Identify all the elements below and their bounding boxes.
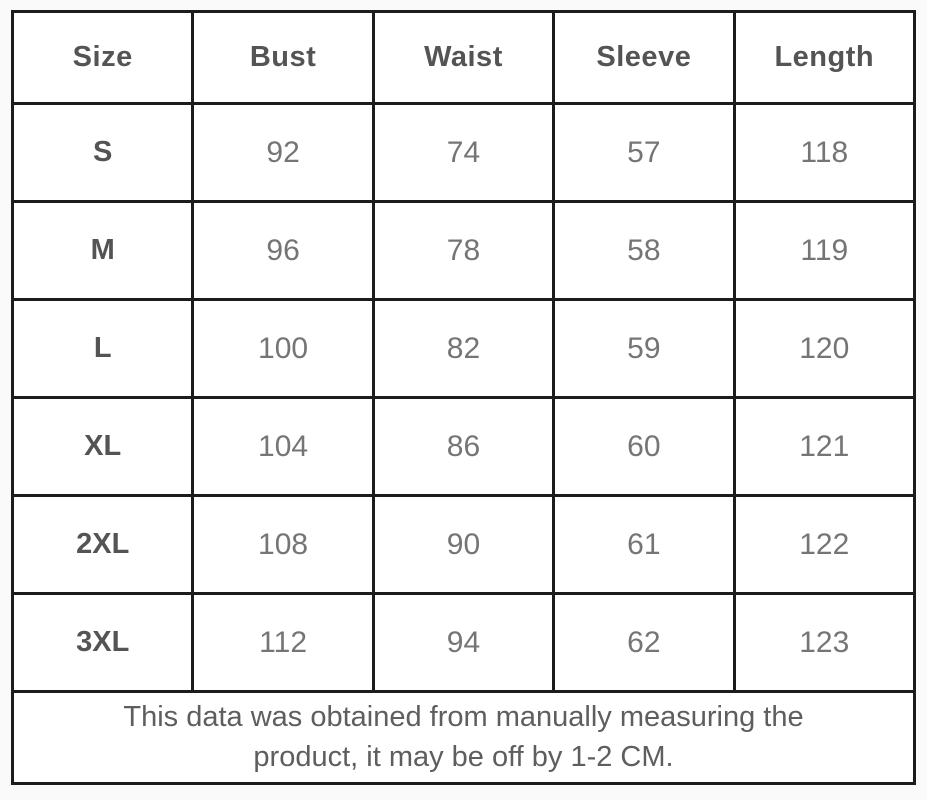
size-label-s: S <box>10 102 195 203</box>
sleeve-value-m: 58 <box>552 200 736 301</box>
bust-value-s: 92 <box>191 102 375 203</box>
table-row-2xl: 2XL 108 90 61 122 <box>10 494 917 595</box>
sleeve-value-s: 57 <box>552 102 736 203</box>
table-row-l: L 100 82 59 120 <box>10 298 917 399</box>
waist-value-m: 78 <box>371 200 556 301</box>
table-row-xl: XL 104 86 60 121 <box>10 396 917 497</box>
footer-row: This data was obtained from manually mea… <box>11 690 916 785</box>
sleeve-value-3xl: 62 <box>552 592 736 693</box>
header-row: Size Bust Waist Sleeve Length <box>10 10 917 105</box>
size-label-xl: XL <box>10 396 195 497</box>
length-value-m: 119 <box>732 200 917 301</box>
size-label-l: L <box>10 298 195 399</box>
footer-note: This data was obtained from manually mea… <box>11 690 916 785</box>
column-header-size: Size <box>10 10 195 105</box>
bust-value-2xl: 108 <box>191 494 375 595</box>
waist-value-3xl: 94 <box>371 592 556 693</box>
waist-value-xl: 86 <box>371 396 556 497</box>
size-chart-footer: This data was obtained from manually mea… <box>11 690 916 785</box>
length-value-s: 118 <box>732 102 917 203</box>
bust-value-m: 96 <box>191 200 375 301</box>
size-chart-header: Size Bust Waist Sleeve Length <box>10 10 917 105</box>
bust-value-3xl: 112 <box>191 592 375 693</box>
bust-value-xl: 104 <box>191 396 375 497</box>
table-row-s: S 92 74 57 118 <box>10 102 917 203</box>
size-label-3xl: 3XL <box>10 592 195 693</box>
sleeve-value-l: 59 <box>552 298 736 399</box>
length-value-3xl: 123 <box>732 592 917 693</box>
waist-value-s: 74 <box>371 102 556 203</box>
size-label-m: M <box>10 200 195 301</box>
table-row-3xl: 3XL 112 94 62 123 <box>10 592 917 693</box>
column-header-length: Length <box>732 10 917 105</box>
size-label-2xl: 2XL <box>10 494 195 595</box>
column-header-sleeve: Sleeve <box>552 10 736 105</box>
size-chart-body: S 92 74 57 118 M 96 78 58 119 L 100 82 59 120 XL 104 86 60… <box>10 102 917 693</box>
bust-value-l: 100 <box>191 298 375 399</box>
waist-value-l: 82 <box>371 298 556 399</box>
length-value-l: 120 <box>732 298 917 399</box>
column-header-waist: Waist <box>371 10 556 105</box>
table-row-m: M 96 78 58 119 <box>10 200 917 301</box>
column-header-bust: Bust <box>191 10 375 105</box>
size-chart-table: Size Bust Waist Sleeve Length S 92 74 57 118 M 96 7… <box>10 10 917 785</box>
waist-value-2xl: 90 <box>371 494 556 595</box>
length-value-xl: 121 <box>732 396 917 497</box>
length-value-2xl: 122 <box>732 494 917 595</box>
sleeve-value-2xl: 61 <box>552 494 736 595</box>
sleeve-value-xl: 60 <box>552 396 736 497</box>
